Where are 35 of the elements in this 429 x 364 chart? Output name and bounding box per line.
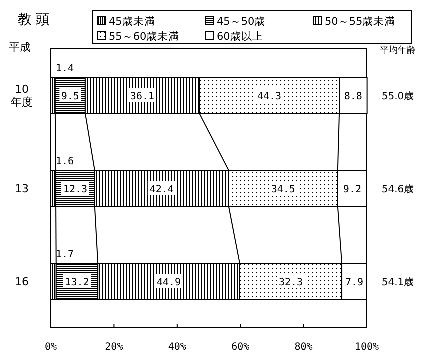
x-tick-label: 40% bbox=[168, 342, 186, 353]
y-tick-label: 10 年度 bbox=[11, 82, 33, 110]
y-axis-title: 平成 bbox=[9, 41, 31, 54]
data-label: 9.2 bbox=[343, 184, 362, 196]
data-label: 36.1 bbox=[130, 92, 155, 102]
data-label: 42.4 bbox=[150, 184, 174, 196]
legend-label: 60歳以上 bbox=[217, 30, 264, 43]
text: 平均年齢 bbox=[380, 45, 416, 56]
data-label: 12.3 bbox=[63, 184, 88, 196]
legend-label: 45～50歳 bbox=[217, 15, 266, 28]
legend-label: 50～55歳未満 bbox=[325, 15, 396, 28]
data-label: 32.3 bbox=[278, 278, 304, 288]
text: 54.1歳 bbox=[382, 276, 414, 288]
x-tick-label: 0% bbox=[44, 342, 58, 353]
chart-title: 教 頭 bbox=[18, 12, 50, 28]
text: 55.0歳 bbox=[382, 90, 414, 102]
data-label: 9.5 bbox=[61, 92, 80, 102]
data-label: 1.7 bbox=[56, 250, 74, 260]
legend-label: 55～60歳未満 bbox=[109, 30, 180, 43]
data-label: 1.6 bbox=[56, 156, 74, 168]
data-label: 8.8 bbox=[344, 92, 362, 102]
x-tick-label: 60% bbox=[232, 342, 250, 353]
x-tick-label: 100% bbox=[354, 342, 380, 353]
text: 54.6歳 bbox=[382, 184, 414, 196]
data-label: 13.2 bbox=[65, 278, 90, 288]
data-label: 34.5 bbox=[271, 184, 296, 196]
y-tick-label: 13 bbox=[15, 182, 29, 196]
data-label: 44.3 bbox=[257, 92, 282, 102]
x-tick-label: 80% bbox=[294, 342, 313, 353]
legend-label: 45歳未満 bbox=[109, 15, 156, 28]
data-label: 44.9 bbox=[156, 278, 182, 288]
data-label: 1.4 bbox=[56, 64, 74, 74]
x-tick-label: 20% bbox=[105, 342, 124, 353]
y-tick-label: 16 bbox=[15, 276, 29, 288]
data-label: 7.9 bbox=[345, 278, 364, 288]
